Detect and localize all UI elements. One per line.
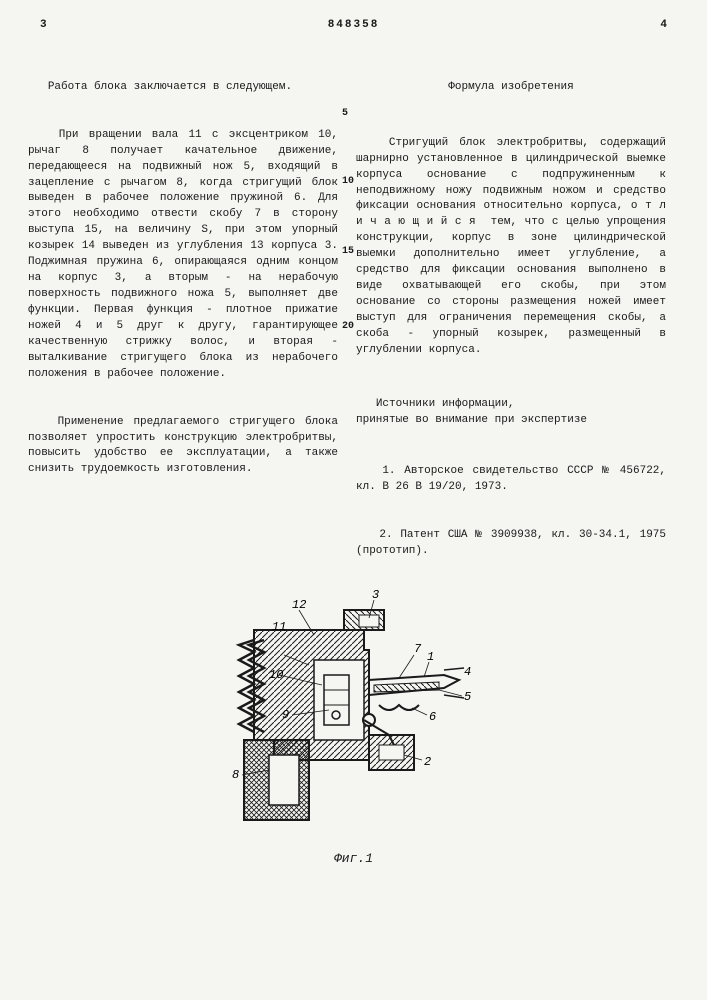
figure-label-6: 6	[429, 710, 436, 724]
figure-label-3: 3	[372, 588, 379, 602]
left-paragraph-1: Работа блока заключается в следующем.	[28, 80, 338, 96]
figure-label-7: 7	[414, 642, 422, 656]
left-paragraph-3: Применение предлагаемого стригущего блок…	[28, 415, 338, 479]
source-1: 1. Авторское свидетельство СССР № 456722…	[356, 464, 666, 496]
figure-label-10: 10	[269, 668, 283, 682]
left-paragraph-2: При вращении вала 11 с эксцентриком 10, …	[28, 128, 338, 383]
figure-label-4: 4	[464, 665, 471, 679]
figure-label-12: 12	[292, 598, 306, 612]
right-paragraph-1: Стригущий блок электробритвы, содержащий…	[356, 136, 666, 359]
page-number-right: 4	[660, 18, 667, 34]
figure-label-11: 11	[272, 620, 286, 634]
figure-label-2: 2	[424, 755, 431, 769]
figure-label-9: 9	[282, 708, 289, 722]
figure-area: 12 3 11 10 9 8 7 1 4 5 6 2	[0, 500, 707, 900]
figure-caption: Фиг.1	[334, 850, 373, 869]
figure-label-8: 8	[232, 768, 239, 782]
sources-title: Источники информации, принятые во вниман…	[356, 397, 666, 429]
formula-title: Формула изобретения	[356, 80, 666, 96]
page-number-left: 3	[40, 18, 47, 34]
page-header: 3 848358 4	[0, 18, 707, 34]
document-number: 848358	[328, 18, 380, 34]
figure-drawing: 12 3 11 10 9 8 7 1 4 5 6 2	[214, 560, 494, 840]
figure-label-1: 1	[427, 650, 434, 664]
figure-label-5: 5	[464, 690, 471, 704]
